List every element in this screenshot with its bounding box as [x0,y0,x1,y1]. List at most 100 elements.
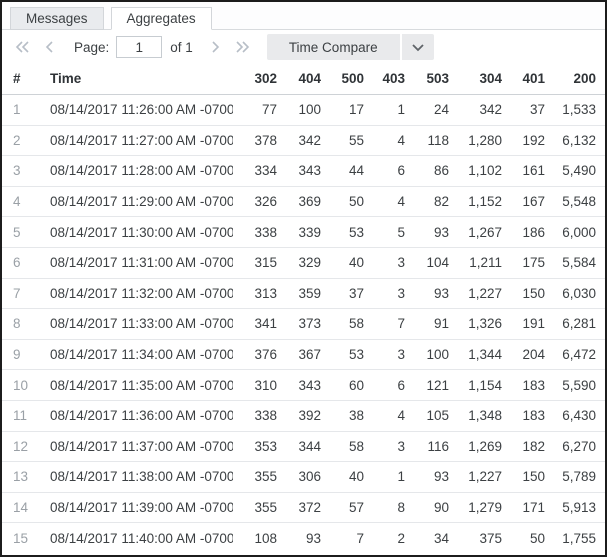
status-count-cell: 372 [277,492,321,524]
table-row: 7 08/14/2017 11:32:00 AM -0700 313 359 37 3 93… [2,278,605,310]
page-input[interactable] [116,36,163,58]
time-cell: 08/14/2017 11:35:00 AM -0700 [40,369,233,401]
status-count-cell: 105 [405,400,449,432]
status-count-cell: 369 [277,186,321,218]
row-index-cell: 4 [2,186,40,218]
tab-bar: Messages Aggregates [2,2,605,30]
row-index-cell: 6 [2,247,40,279]
status-count-cell: 4 [364,186,405,218]
status-count-cell: 4 [364,400,405,432]
table-body: 1 08/14/2017 11:26:00 AM -0700 77 100 17 1 24 3… [2,94,605,553]
time-compare-button[interactable]: Time Compare [266,34,400,60]
status-count-cell: 355 [233,492,277,524]
time-cell: 08/14/2017 11:34:00 AM -0700 [40,339,233,371]
status-count-cell: 329 [277,247,321,279]
status-count-cell: 343 [277,369,321,401]
status-count-cell: 58 [321,308,364,340]
status-count-cell: 17 [321,94,364,126]
status-count-cell: 1,152 [449,186,502,218]
row-index-cell: 10 [2,369,40,401]
status-count-cell: 378 [233,125,277,157]
status-count-cell: 342 [277,125,321,157]
column-header-304[interactable]: 304 [449,62,502,95]
column-header-num[interactable]: # [2,62,40,95]
status-count-cell: 310 [233,369,277,401]
status-count-cell: 3 [364,247,405,279]
status-count-cell: 5,584 [545,247,605,279]
status-count-cell: 1,755 [562,530,596,546]
status-count-cell: 161 [502,155,545,187]
table-row: 8 08/14/2017 11:33:00 AM -0700 341 373 58 7 91… [2,308,605,340]
row-index-cell: 3 [2,155,40,187]
column-header-404[interactable]: 404 [277,62,321,95]
tab-messages[interactable]: Messages [10,7,104,30]
status-count-cell: 6,430 [545,400,605,432]
status-count-cell: 326 [233,186,277,218]
column-header-403[interactable]: 403 [364,62,405,95]
status-count-cell: 108 [254,530,277,546]
status-count-cell: 6 [364,155,405,187]
time-cell: 08/14/2017 11:36:00 AM -0700 [40,400,233,432]
status-count-cell: 339 [277,216,321,248]
table-row: 1 08/14/2017 11:26:00 AM -0700 77 100 17 1 24 3… [2,94,605,126]
status-count-cell: 1,348 [449,400,502,432]
tab-aggregates-label: Aggregates [126,11,196,26]
time-cell: 08/14/2017 11:40:00 AM -0700 [50,530,233,546]
column-header-302[interactable]: 302 [233,62,277,95]
status-count-cell: 344 [277,431,321,463]
status-count-cell: 82 [405,186,449,218]
status-count-cell: 24 [405,94,449,126]
column-header-time[interactable]: Time [40,62,233,95]
status-count-cell: 315 [233,247,277,279]
status-count-cell: 150 [502,461,545,493]
time-cell: 08/14/2017 11:29:00 AM -0700 [40,186,233,218]
status-count-cell: 1,267 [449,216,502,248]
time-compare-dropdown-button[interactable] [401,34,434,60]
status-count-cell: 86 [405,155,449,187]
page-of-label: of 1 [170,39,193,55]
status-count-cell: 104 [405,247,449,279]
status-count-cell: 183 [502,369,545,401]
page-label: Page: [74,39,110,55]
table-row: 14 08/14/2017 11:39:00 AM -0700 355 372 57 8 9… [2,492,605,524]
chevron-left-icon [45,41,53,53]
time-cell: 08/14/2017 11:27:00 AM -0700 [40,125,233,157]
status-count-cell: 2 [397,530,405,546]
column-header-503[interactable]: 503 [405,62,449,95]
last-page-button[interactable] [229,35,255,59]
first-page-button[interactable] [10,35,36,59]
status-count-cell: 91 [405,308,449,340]
table-row: 3 08/14/2017 11:28:00 AM -0700 334 343 44 6 86… [2,155,605,187]
status-count-cell: 38 [321,400,364,432]
status-count-cell: 1,533 [545,94,605,126]
status-count-cell: 6,030 [545,278,605,310]
status-count-cell: 53 [321,216,364,248]
column-header-200[interactable]: 200 [545,62,605,95]
table-row: 11 08/14/2017 11:36:00 AM -0700 338 392 38 4 1… [2,400,605,432]
status-count-cell: 44 [321,155,364,187]
column-header-500[interactable]: 500 [321,62,364,95]
status-count-cell: 373 [277,308,321,340]
tab-aggregates[interactable]: Aggregates [110,7,212,30]
status-count-cell: 100 [405,339,449,371]
time-cell: 08/14/2017 11:31:00 AM -0700 [40,247,233,279]
prev-page-button[interactable] [36,35,62,59]
status-count-cell: 150 [502,278,545,310]
status-count-cell: 191 [502,308,545,340]
status-count-cell: 341 [233,308,277,340]
status-count-cell: 58 [321,431,364,463]
time-cell: 08/14/2017 11:33:00 AM -0700 [40,308,233,340]
next-page-button[interactable] [203,35,229,59]
status-count-cell: 6 [364,369,405,401]
status-count-cell: 171 [502,492,545,524]
table-row: 5 08/14/2017 11:30:00 AM -0700 338 339 53 5 93… [2,216,605,248]
tab-messages-label: Messages [26,11,88,26]
double-chevron-right-icon [236,41,249,53]
time-cell: 08/14/2017 11:32:00 AM -0700 [40,278,233,310]
column-header-401[interactable]: 401 [502,62,545,95]
time-compare-split-button: Time Compare [266,34,434,60]
status-count-cell: 8 [364,492,405,524]
status-count-cell: 6,132 [545,125,605,157]
status-count-cell: 93 [405,461,449,493]
